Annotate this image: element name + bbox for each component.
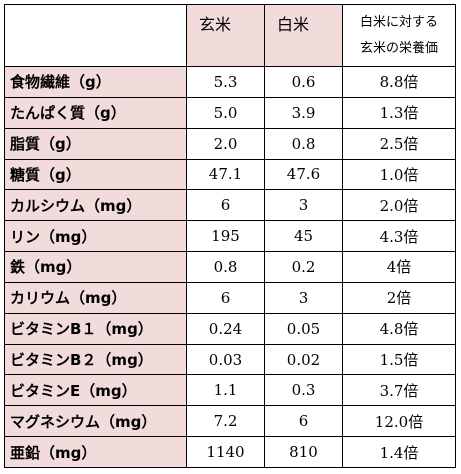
- row-label: 糖質（g）: [4, 158, 187, 191]
- row-label: ビタミンB１（mg）: [4, 312, 187, 345]
- genmai-value: 47.1: [186, 158, 265, 191]
- hakumai-value: 6: [264, 405, 343, 438]
- row-label: マグネシウム（mg）: [4, 405, 187, 438]
- row-label: たんぱく質（g）: [4, 96, 187, 129]
- genmai-value: 2.0: [186, 127, 265, 160]
- genmai-value: 6: [186, 189, 265, 222]
- row-label: ビタミンE（mg）: [4, 374, 187, 407]
- genmai-value: 6: [186, 281, 265, 314]
- row-label: 脂質（g）: [4, 127, 187, 160]
- row-label: 食物繊維（g）: [4, 66, 187, 98]
- table-row: 食物繊維（g） 5.3 0.6 8.8倍: [4, 66, 456, 98]
- genmai-value: 195: [186, 220, 265, 253]
- hakumai-value: 0.2: [264, 251, 343, 283]
- hakumai-value: 45: [264, 220, 343, 253]
- table-row: ビタミンB２（mg） 0.03 0.02 1.5倍: [4, 343, 456, 376]
- hakumai-value: 3: [264, 281, 343, 314]
- hakumai-value: 0.6: [264, 66, 343, 98]
- table-row: リン（mg） 195 45 4.3倍: [4, 220, 456, 253]
- genmai-value: 0.8: [186, 251, 265, 283]
- hakumai-value: 810: [264, 436, 343, 468]
- table-row: ビタミンE（mg） 1.1 0.3 3.7倍: [4, 374, 456, 407]
- table-body: 食物繊維（g） 5.3 0.6 8.8倍 たんぱく質（g） 5.0 3.9 1.3倍 脂質（g）…: [4, 66, 456, 468]
- ratio-value: 1.3倍: [342, 96, 456, 129]
- ratio-value: 2.5倍: [342, 127, 456, 160]
- genmai-value: 1.1: [186, 374, 265, 407]
- ratio-value: 4倍: [342, 251, 456, 283]
- header-corner-cell: [4, 4, 187, 67]
- row-label: 亜鉛（mg）: [4, 436, 187, 468]
- table-row: ビタミンB１（mg） 0.24 0.05 4.8倍: [4, 312, 456, 345]
- table-header-row: 玄米 白米 白米に対する 玄米の栄養価: [4, 4, 456, 67]
- hakumai-value: 0.8: [264, 127, 343, 160]
- hakumai-value: 0.02: [264, 343, 343, 376]
- ratio-value: 4.8倍: [342, 312, 456, 345]
- ratio-value: 1.4倍: [342, 436, 456, 468]
- header-hakumai: 白米: [264, 4, 343, 67]
- table-row: カルシウム（mg） 6 3 2.0倍: [4, 189, 456, 222]
- hakumai-value: 47.6: [264, 158, 343, 191]
- table-row: カリウム（mg） 6 3 2倍: [4, 281, 456, 314]
- header-ratio-line2: 玄米の栄養価: [359, 40, 438, 56]
- row-label: ビタミンB２（mg）: [4, 343, 187, 376]
- table-row: たんぱく質（g） 5.0 3.9 1.3倍: [4, 96, 456, 129]
- table-row: 鉄（mg） 0.8 0.2 4倍: [4, 251, 456, 283]
- row-label: 鉄（mg）: [4, 251, 187, 283]
- ratio-value: 12.0倍: [342, 405, 456, 438]
- table-row: 糖質（g） 47.1 47.6 1.0倍: [4, 158, 456, 191]
- genmai-value: 1140: [186, 436, 265, 468]
- ratio-value: 8.8倍: [342, 66, 456, 98]
- row-label: リン（mg）: [4, 220, 187, 253]
- row-label: カルシウム（mg）: [4, 189, 187, 222]
- ratio-value: 2倍: [342, 281, 456, 314]
- genmai-value: 5.3: [186, 66, 265, 98]
- genmai-value: 0.03: [186, 343, 265, 376]
- table-row: 脂質（g） 2.0 0.8 2.5倍: [4, 127, 456, 160]
- hakumai-value: 3: [264, 189, 343, 222]
- ratio-value: 1.5倍: [342, 343, 456, 376]
- header-ratio: 白米に対する 玄米の栄養価: [342, 4, 456, 67]
- hakumai-value: 0.05: [264, 312, 343, 345]
- ratio-value: 4.3倍: [342, 220, 456, 253]
- ratio-value: 1.0倍: [342, 158, 456, 191]
- table-row: マグネシウム（mg） 7.2 6 12.0倍: [4, 405, 456, 438]
- hakumai-value: 0.3: [264, 374, 343, 407]
- genmai-value: 7.2: [186, 405, 265, 438]
- ratio-value: 2.0倍: [342, 189, 456, 222]
- header-genmai: 玄米: [186, 4, 265, 67]
- table-row: 亜鉛（mg） 1140 810 1.4倍: [4, 436, 456, 468]
- row-label: カリウム（mg）: [4, 281, 187, 314]
- genmai-value: 0.24: [186, 312, 265, 345]
- nutrition-comparison-table: 玄米 白米 白米に対する 玄米の栄養価 食物繊維（g） 5.3 0.6 8.8倍 たんぱ…: [4, 4, 456, 468]
- header-ratio-line1: 白米に対する: [359, 14, 438, 30]
- ratio-value: 3.7倍: [342, 374, 456, 407]
- genmai-value: 5.0: [186, 96, 265, 129]
- hakumai-value: 3.9: [264, 96, 343, 129]
